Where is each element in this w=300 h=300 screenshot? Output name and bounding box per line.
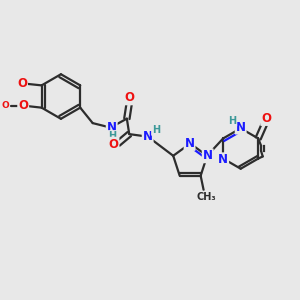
- Text: H: H: [152, 125, 160, 135]
- Text: N: N: [218, 153, 228, 166]
- Text: O: O: [109, 138, 118, 151]
- Text: N: N: [107, 121, 117, 134]
- Text: N: N: [203, 149, 213, 162]
- Text: N: N: [236, 121, 246, 134]
- Text: O: O: [18, 99, 28, 112]
- Text: H: H: [108, 131, 116, 141]
- Text: CH₃: CH₃: [196, 191, 216, 202]
- Text: N: N: [143, 130, 153, 143]
- Text: O: O: [124, 92, 134, 104]
- Text: O: O: [261, 112, 271, 125]
- Text: O: O: [17, 77, 27, 90]
- Text: H: H: [228, 116, 236, 126]
- Text: O: O: [2, 101, 9, 110]
- Text: N: N: [184, 137, 195, 150]
